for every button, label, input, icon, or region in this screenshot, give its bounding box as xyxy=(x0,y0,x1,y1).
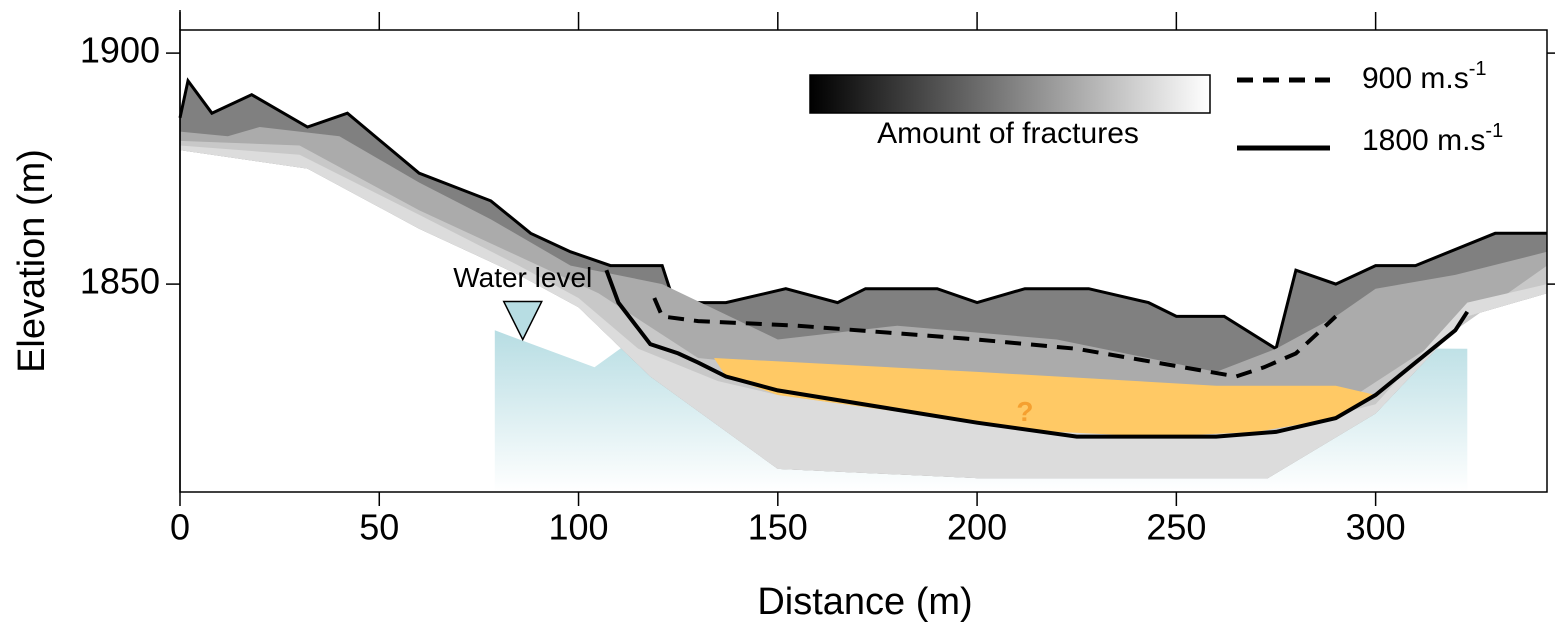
x-tick-label: 250 xyxy=(1146,507,1206,548)
y-tick-label: 1900 xyxy=(80,30,160,71)
layer xyxy=(180,145,1547,479)
x-axis-title: Distance (m) xyxy=(757,581,972,623)
legend-label: 900 m.s-1 xyxy=(1362,58,1487,95)
x-tick-label: 200 xyxy=(947,507,1007,548)
velocity-line xyxy=(604,269,1469,439)
water-level-marker xyxy=(502,300,543,342)
y-axis-title: Elevation (m) xyxy=(11,149,53,373)
x-tick-label: 150 xyxy=(748,507,808,548)
layer-outline xyxy=(178,77,1547,352)
x-tick-label: 300 xyxy=(1346,507,1406,548)
x-tick-label: 0 xyxy=(170,507,190,548)
plot-area xyxy=(178,77,1547,492)
y-tick-label: 1850 xyxy=(80,261,160,302)
legend-label: 1800 m.s-1 xyxy=(1362,120,1503,157)
x-tick-label: 50 xyxy=(359,507,399,548)
annotation: Water level xyxy=(453,262,592,293)
legend-superscript: -1 xyxy=(1469,58,1487,80)
colorbar xyxy=(809,74,1211,114)
velocity-line xyxy=(652,297,1338,379)
colorbar-label: Amount of fractures xyxy=(877,117,1139,150)
x-tick-label: 100 xyxy=(549,507,609,548)
uncertain-zone xyxy=(714,358,1376,437)
legend-superscript: -1 xyxy=(1485,120,1503,142)
annotation: ? xyxy=(1016,396,1033,427)
